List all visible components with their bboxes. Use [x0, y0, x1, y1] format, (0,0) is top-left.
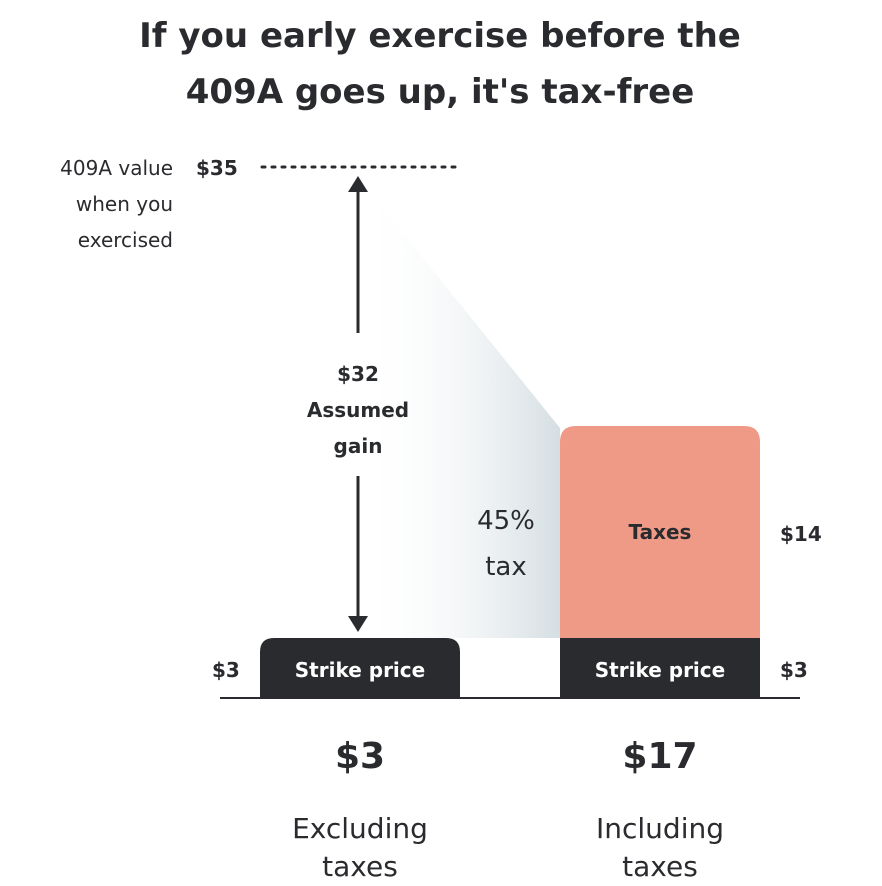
- gain-line-2: gain: [333, 434, 383, 458]
- tax-word: tax: [485, 552, 527, 582]
- strike-right-value: $3: [780, 658, 808, 682]
- right-caption-line-1: Including: [596, 812, 724, 845]
- right-total: $17: [622, 736, 698, 777]
- title-line-2: 409A goes up, it's tax-free: [185, 72, 695, 112]
- left-caption-line-2: taxes: [322, 850, 398, 883]
- left-caption-line-1: Excluding: [292, 812, 428, 845]
- right-strike-label: Strike price: [594, 658, 726, 682]
- left-strike-bar: [260, 638, 460, 698]
- gain-value: $32: [337, 362, 379, 386]
- left-total: $3: [334, 736, 386, 777]
- tax-rate-label: 45% tax: [456, 498, 556, 590]
- taxes-label: Taxes: [628, 520, 692, 544]
- arrow-down-head: [348, 616, 368, 632]
- label-409a-line-2: when you: [75, 192, 173, 216]
- arrow-up-head: [348, 176, 368, 192]
- gain-line-1: Assumed: [306, 398, 410, 422]
- right-caption: Including taxes: [540, 810, 780, 886]
- taxes-value: $14: [780, 522, 822, 546]
- value-top: $35: [196, 156, 238, 180]
- label-409a-line-3: exercised: [77, 228, 173, 252]
- label-409a-line-1: 409A value: [60, 156, 173, 180]
- right-caption-line-2: taxes: [622, 850, 698, 883]
- tax-rate: 45%: [477, 506, 535, 536]
- taxes-bar: [560, 426, 760, 638]
- right-strike-bar: [560, 638, 760, 698]
- gain-label: $32 Assumed gain: [278, 356, 438, 464]
- strike-left-value: $3: [212, 658, 240, 682]
- title-line-1: If you early exercise before the: [139, 16, 741, 56]
- tax-shade-wedge: [360, 180, 560, 638]
- left-strike-label: Strike price: [294, 658, 426, 682]
- page-title: If you early exercise before the 409A go…: [0, 8, 882, 120]
- label-409a: 409A value when you exercised: [20, 150, 173, 258]
- left-caption: Excluding taxes: [240, 810, 480, 886]
